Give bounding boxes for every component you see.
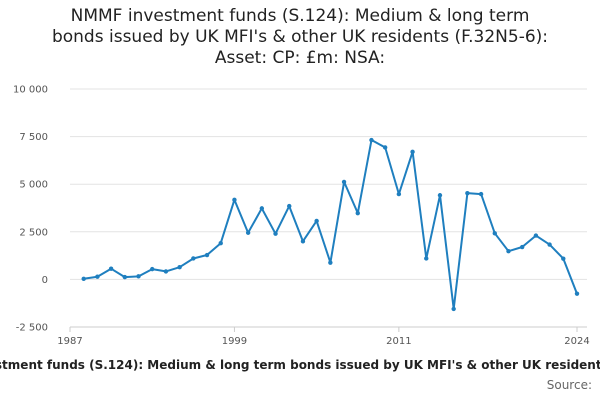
x-tick-label: 2011 [386, 336, 411, 347]
data-point [204, 252, 210, 258]
data-point [492, 231, 497, 236]
data-point [396, 191, 402, 197]
x-tick-label: 2024 [564, 336, 589, 347]
data-point [328, 260, 333, 265]
data-point [218, 241, 223, 246]
chart-title-line-1: NMMF investment funds (S.124): Medium & … [70, 6, 530, 26]
y-tick-label: 10 000 [13, 85, 48, 96]
data-point [519, 244, 525, 250]
x-tick-label: 1987 [57, 336, 82, 347]
data-point [341, 179, 347, 185]
data-point [122, 274, 128, 280]
data-point [108, 266, 114, 271]
data-point [245, 230, 251, 235]
data-point [451, 306, 456, 312]
legend-series-label: NMMF investment funds (S.124): Medium & … [0, 358, 600, 372]
data-point [561, 256, 566, 261]
data-point [300, 239, 306, 244]
data-point [191, 256, 196, 261]
y-tick-label: 7 500 [19, 132, 48, 143]
data-point [355, 210, 360, 216]
data-point [136, 274, 141, 279]
data-point [382, 145, 388, 150]
y-tick-label: 5 000 [19, 180, 48, 191]
data-point [81, 276, 86, 282]
series [81, 137, 580, 312]
source-label: Source: [546, 378, 592, 392]
data-point [259, 206, 265, 211]
y-tick-label: 2 500 [19, 227, 48, 238]
chart-title-line-3: Asset: CP: £m: NSA: [214, 48, 386, 68]
data-point [273, 231, 278, 236]
chart-title-line-2: bonds issued by UK MFI's & other UK resi… [51, 27, 549, 47]
y-tick-label: -2 500 [16, 323, 48, 334]
data-point [369, 137, 374, 143]
data-point [574, 291, 580, 296]
series-line [83, 139, 578, 310]
data-point [287, 203, 292, 209]
data-point [150, 266, 155, 272]
data-point [232, 197, 237, 203]
data-point [506, 249, 511, 254]
grid-lines [70, 88, 587, 328]
data-point [547, 242, 552, 247]
chart-title: NMMF investment funds (S.124): Medium & … [0, 6, 600, 69]
legend: NMMF investment funds (S.124): Medium & … [0, 358, 600, 372]
data-point [533, 233, 539, 238]
data-point [410, 149, 415, 155]
y-tick-label: 0 [42, 275, 48, 286]
data-point [437, 193, 443, 198]
data-point [478, 191, 484, 197]
x-tick-label: 1999 [222, 336, 247, 347]
data-point [177, 265, 182, 270]
data-point [314, 218, 319, 224]
data-point [424, 256, 429, 261]
data-point [465, 190, 470, 196]
data-point [95, 274, 100, 279]
data-point [163, 269, 169, 274]
axes: 10 000 7 500 5 000 2 500 0 -2 500 1987 1999 2011… [13, 85, 590, 348]
